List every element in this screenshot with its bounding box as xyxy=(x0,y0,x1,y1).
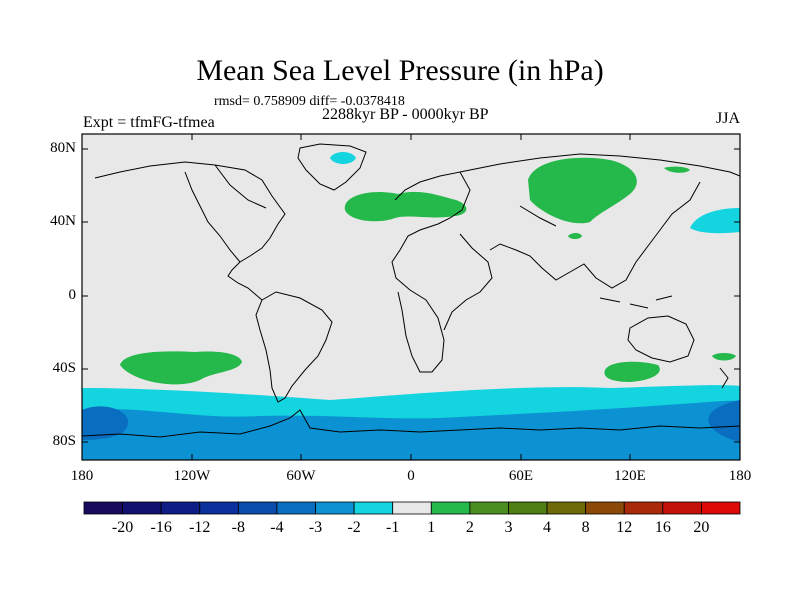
colorbar-label: -20 xyxy=(111,519,134,536)
colorbar-label: 16 xyxy=(654,519,671,536)
asia-coast xyxy=(459,153,741,289)
lon-label-180w: 180 xyxy=(70,468,94,484)
colorbar-box xyxy=(276,501,316,515)
indonesia-islands xyxy=(599,295,673,309)
antarctic-ring xyxy=(82,400,740,460)
colorbar-box xyxy=(546,501,587,515)
lat-label-80s: 80S xyxy=(52,433,76,449)
lat-label-0: 0 xyxy=(68,287,77,303)
map-title: Mean Sea Level Pressure (in hPa) xyxy=(196,54,604,87)
season-label: JJA xyxy=(716,110,741,127)
southern-ocean-patches xyxy=(82,406,129,440)
colorbar-label: -4 xyxy=(270,519,284,536)
lon-label-120e: 120E xyxy=(614,468,646,484)
greenland-coast xyxy=(297,143,367,191)
southern-ocean-patches-east xyxy=(708,400,740,442)
africa-east-coast xyxy=(443,233,493,331)
south-indian xyxy=(604,361,660,382)
north-america-coast xyxy=(94,161,286,301)
colorbar-label: -16 xyxy=(150,519,172,536)
colorbar-label: 3 xyxy=(504,519,513,536)
colorbar-label: -3 xyxy=(308,519,323,536)
colorbar-label: -12 xyxy=(189,519,211,536)
australia-coast xyxy=(627,315,695,363)
colorbar-box xyxy=(353,501,394,515)
colorbar-label: 4 xyxy=(543,519,552,536)
colorbar-box xyxy=(469,501,509,515)
colorbar-box xyxy=(623,501,664,515)
colorbar-label: 2 xyxy=(465,519,474,536)
colorbar-box xyxy=(585,501,625,515)
colorbar-box xyxy=(83,501,123,515)
north-atlantic-europe xyxy=(344,191,467,222)
colorbar-label: 1 xyxy=(427,519,436,536)
colorbar-label: 8 xyxy=(581,519,590,536)
colorbar xyxy=(83,501,741,515)
lat-label-40n: 40N xyxy=(50,213,76,229)
colorbar-box xyxy=(160,501,201,515)
siberia xyxy=(528,157,637,224)
colorbar-box xyxy=(430,501,471,515)
lon-tick-marks xyxy=(81,134,741,460)
experiment-label: Expt = tfmFG-tfmea xyxy=(83,114,215,131)
lon-label-180e: 180 xyxy=(728,468,752,484)
lon-label-120w: 120W xyxy=(173,468,211,484)
lon-label-60e: 60E xyxy=(508,468,534,484)
colorbar-label: -1 xyxy=(386,519,400,536)
period-label: 2288kyr BP - 0000kyr BP xyxy=(322,106,489,123)
lat-label-80n: 80N xyxy=(50,140,76,156)
colorbar-label: -2 xyxy=(347,519,361,536)
greenland-high xyxy=(330,152,356,164)
lon-label-60w: 60W xyxy=(286,468,316,484)
lat-label-40s: 40S xyxy=(52,360,76,376)
colorbar-box xyxy=(122,501,162,515)
lon-label-0: 0 xyxy=(407,468,415,484)
antarctica-coast xyxy=(81,409,741,438)
colorbar-box xyxy=(199,501,239,515)
lat-tick-marks xyxy=(82,148,740,443)
colorbar-label: 12 xyxy=(616,519,633,536)
australia-patch xyxy=(712,353,736,361)
north-pacific xyxy=(690,208,740,234)
south-pacific xyxy=(120,351,242,385)
new-zealand-coast xyxy=(719,367,729,389)
coastlines xyxy=(81,143,741,438)
colorbar-box xyxy=(237,501,278,515)
colorbar-box xyxy=(701,501,741,515)
colorbar-label: -8 xyxy=(231,519,245,536)
colorbar-box xyxy=(662,501,702,515)
colorbar-box xyxy=(508,501,548,515)
colorbar-box xyxy=(315,501,355,515)
stats-line: rmsd= 0.758909 diff= -0.0378418 xyxy=(214,94,405,109)
colorbar-label: 20 xyxy=(693,519,710,536)
east-asia-patch xyxy=(664,166,690,173)
south-america-coast xyxy=(255,291,333,403)
colorbar-box xyxy=(392,501,432,515)
china-patch xyxy=(568,233,582,239)
